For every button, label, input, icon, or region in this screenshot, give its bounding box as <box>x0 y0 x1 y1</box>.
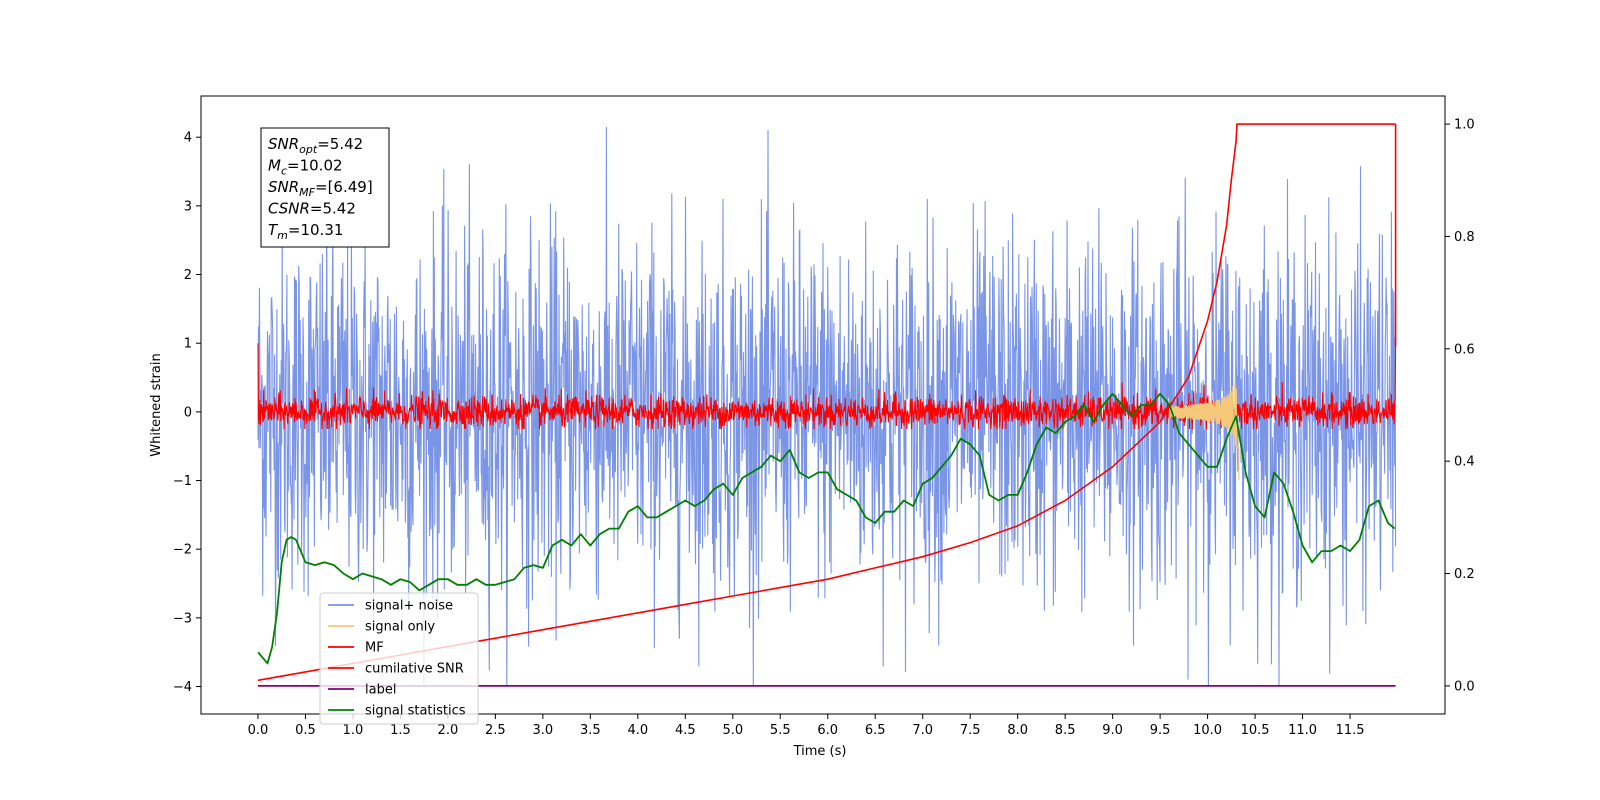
series-signal-only-line <box>1169 382 1240 481</box>
y-tick-label: −1 <box>173 474 192 489</box>
series-signal-statistics-line <box>257 392 1396 665</box>
y-right-tick-label: 0.6 <box>1454 342 1475 357</box>
x-tick-label: 8.0 <box>1007 723 1028 738</box>
y-tick-label: 0 <box>184 405 192 420</box>
y-right-tick-label: 0.0 <box>1454 679 1475 694</box>
x-tick-label: 1.5 <box>390 723 411 738</box>
series-signal-noise-line <box>257 126 1397 687</box>
y-right-tick-label: 0.2 <box>1454 567 1475 582</box>
info-box-line: SNRMF=[6.49] <box>268 178 373 199</box>
x-tick-label: 4.5 <box>675 723 696 738</box>
x-tick-label: 3.0 <box>533 723 554 738</box>
x-tick-label: 10.0 <box>1193 723 1222 738</box>
info-box: SNRopt=5.42Mc=10.02SNRMF=[6.49]CSNR=5.42… <box>260 127 390 248</box>
x-tick-label: 7.5 <box>960 723 981 738</box>
y-axis-label: Whitened strain <box>149 353 164 456</box>
x-tick-label: 9.5 <box>1150 723 1171 738</box>
y-tick-label: 3 <box>184 199 192 214</box>
x-tick-label: 1.0 <box>343 723 364 738</box>
y-right-tick-label: 0.4 <box>1454 455 1475 470</box>
y-right-tick-label: 0.8 <box>1454 230 1475 245</box>
x-axis-label: Time (s) <box>793 744 847 759</box>
x-tick-label: 8.5 <box>1055 723 1076 738</box>
x-tick-label: 2.0 <box>438 723 459 738</box>
x-tick-label: 5.5 <box>770 723 791 738</box>
y-tick-label: −2 <box>173 543 192 558</box>
legend-label: MF <box>365 641 384 656</box>
legend-label: cumilative SNR <box>365 662 464 677</box>
legend: signal+ noise signal only MF cumilative SNR… <box>319 592 479 725</box>
legend-label: signal only <box>365 620 435 635</box>
plot-frame <box>200 95 1446 715</box>
info-box-frame <box>260 127 390 248</box>
y-right-tick-label: 1.0 <box>1454 118 1475 133</box>
x-tick-label: 7.0 <box>912 723 933 738</box>
info-box-line: Mc=10.02 <box>268 157 343 178</box>
y-tick-label: 4 <box>184 131 192 146</box>
y-tick-label: −4 <box>173 680 192 695</box>
info-box-line: Tm=10.31 <box>268 221 343 242</box>
legend-label: label <box>365 683 396 698</box>
x-tick-label: 6.0 <box>817 723 838 738</box>
y-tick-label: 2 <box>184 268 192 283</box>
x-tick-label: 10.5 <box>1241 723 1270 738</box>
x-tick-label: 9.0 <box>1102 723 1123 738</box>
x-tick-label: 11.5 <box>1336 723 1365 738</box>
y-tick-label: 1 <box>184 337 192 352</box>
info-box-line: CSNR=5.42 <box>268 200 356 218</box>
x-tick-label: 3.5 <box>580 723 601 738</box>
info-box-line: SNRopt=5.42 <box>268 135 363 156</box>
legend-label: signal+ noise <box>365 599 453 614</box>
x-tick-label: 4.0 <box>627 723 648 738</box>
y-tick-label: −3 <box>173 611 192 626</box>
x-tick-label: 5.0 <box>722 723 743 738</box>
x-tick-label: 6.5 <box>865 723 886 738</box>
x-tick-label: 0.0 <box>248 723 269 738</box>
axes-layer: 0.0 0.5 1.0 1.5 2.0 2.5 3.0 3.5 4.0 4.5 5.0 5.5 6.0 6… <box>173 118 1475 738</box>
x-tick-label: 11.0 <box>1288 723 1317 738</box>
legend-frame <box>319 592 479 725</box>
x-tick-label: 2.5 <box>485 723 506 738</box>
legend-label: signal statistics <box>365 704 466 719</box>
x-tick-label: 0.5 <box>295 723 316 738</box>
